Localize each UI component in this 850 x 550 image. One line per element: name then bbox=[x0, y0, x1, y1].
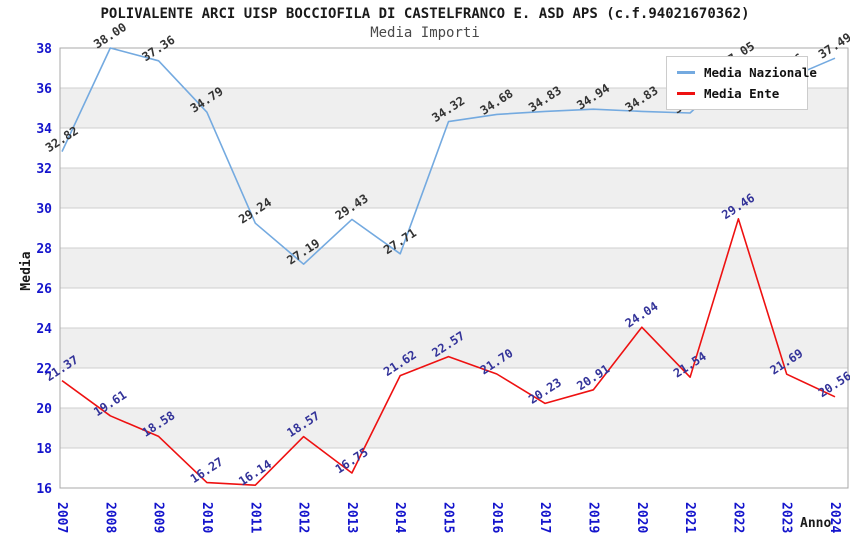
svg-text:18: 18 bbox=[36, 442, 52, 457]
svg-text:2017: 2017 bbox=[537, 502, 552, 533]
x-tick-labels: 2007 2008 2009 2010 2011 2012 2013 2014 2015 2016… bbox=[54, 502, 842, 533]
legend-dash-icon bbox=[677, 71, 695, 74]
svg-text:24: 24 bbox=[36, 322, 52, 337]
svg-text:20.23: 20.23 bbox=[526, 375, 564, 406]
svg-text:37.49: 37.49 bbox=[816, 30, 850, 61]
series-line-1 bbox=[61, 218, 836, 487]
svg-text:22: 22 bbox=[36, 362, 52, 377]
svg-text:2020: 2020 bbox=[634, 502, 649, 533]
svg-text:2016: 2016 bbox=[489, 502, 504, 533]
legend-item-0: Media Nazionale bbox=[677, 62, 817, 83]
plot-bands bbox=[60, 88, 848, 448]
legend: Media Nazionale Media Ente bbox=[666, 56, 817, 110]
svg-text:2021: 2021 bbox=[682, 502, 697, 533]
chart-title: POLIVALENTE ARCI UISP BOCCIOFILA DI CAST… bbox=[100, 6, 750, 22]
svg-text:2019: 2019 bbox=[585, 502, 600, 533]
plot-border bbox=[59, 47, 849, 489]
svg-text:2010: 2010 bbox=[199, 502, 214, 533]
svg-text:2007: 2007 bbox=[54, 502, 69, 533]
svg-text:2008: 2008 bbox=[102, 502, 117, 533]
x-axis-title: Anno bbox=[800, 516, 831, 531]
svg-text:2022: 2022 bbox=[730, 502, 745, 533]
svg-text:26: 26 bbox=[36, 282, 52, 297]
svg-text:38: 38 bbox=[36, 42, 52, 57]
svg-text:30: 30 bbox=[36, 202, 52, 217]
legend-dash-icon bbox=[677, 92, 695, 95]
svg-text:32: 32 bbox=[36, 162, 52, 177]
legend-label: Media Nazionale bbox=[704, 65, 817, 80]
svg-text:24.04: 24.04 bbox=[623, 299, 661, 330]
svg-text:2014: 2014 bbox=[392, 502, 407, 533]
y-axis-title: Media bbox=[19, 251, 34, 290]
svg-text:2011: 2011 bbox=[247, 502, 262, 533]
svg-text:2015: 2015 bbox=[441, 502, 456, 533]
svg-text:16: 16 bbox=[36, 482, 52, 497]
svg-text:28: 28 bbox=[36, 242, 52, 257]
svg-text:36: 36 bbox=[36, 82, 52, 97]
svg-text:2013: 2013 bbox=[344, 502, 359, 533]
svg-text:34: 34 bbox=[36, 122, 52, 137]
y-tick-labels: 16 18 20 22 24 26 28 30 32 34 36 38 bbox=[36, 42, 52, 497]
legend-item-1: Media Ente bbox=[677, 83, 799, 104]
legend-label: Media Ente bbox=[704, 86, 780, 101]
svg-text:2009: 2009 bbox=[151, 502, 166, 533]
svg-text:2024: 2024 bbox=[827, 502, 842, 533]
svg-text:2012: 2012 bbox=[296, 502, 311, 533]
svg-text:38.00: 38.00 bbox=[91, 20, 129, 51]
svg-text:20: 20 bbox=[36, 402, 52, 417]
chart-subtitle: Media Importi bbox=[370, 25, 480, 41]
svg-text:16.27: 16.27 bbox=[188, 455, 226, 486]
svg-text:2023: 2023 bbox=[779, 502, 794, 533]
